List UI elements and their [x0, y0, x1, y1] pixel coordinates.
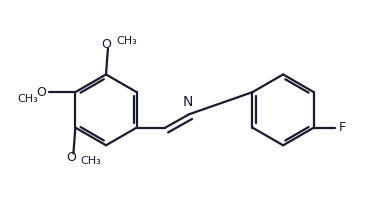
Text: CH₃: CH₃	[17, 94, 38, 104]
Text: O: O	[36, 86, 46, 99]
Text: CH₃: CH₃	[80, 156, 101, 166]
Text: O: O	[67, 151, 77, 164]
Text: F: F	[339, 121, 346, 134]
Text: O: O	[101, 38, 111, 51]
Text: CH₃: CH₃	[117, 36, 137, 46]
Text: N: N	[182, 95, 193, 109]
